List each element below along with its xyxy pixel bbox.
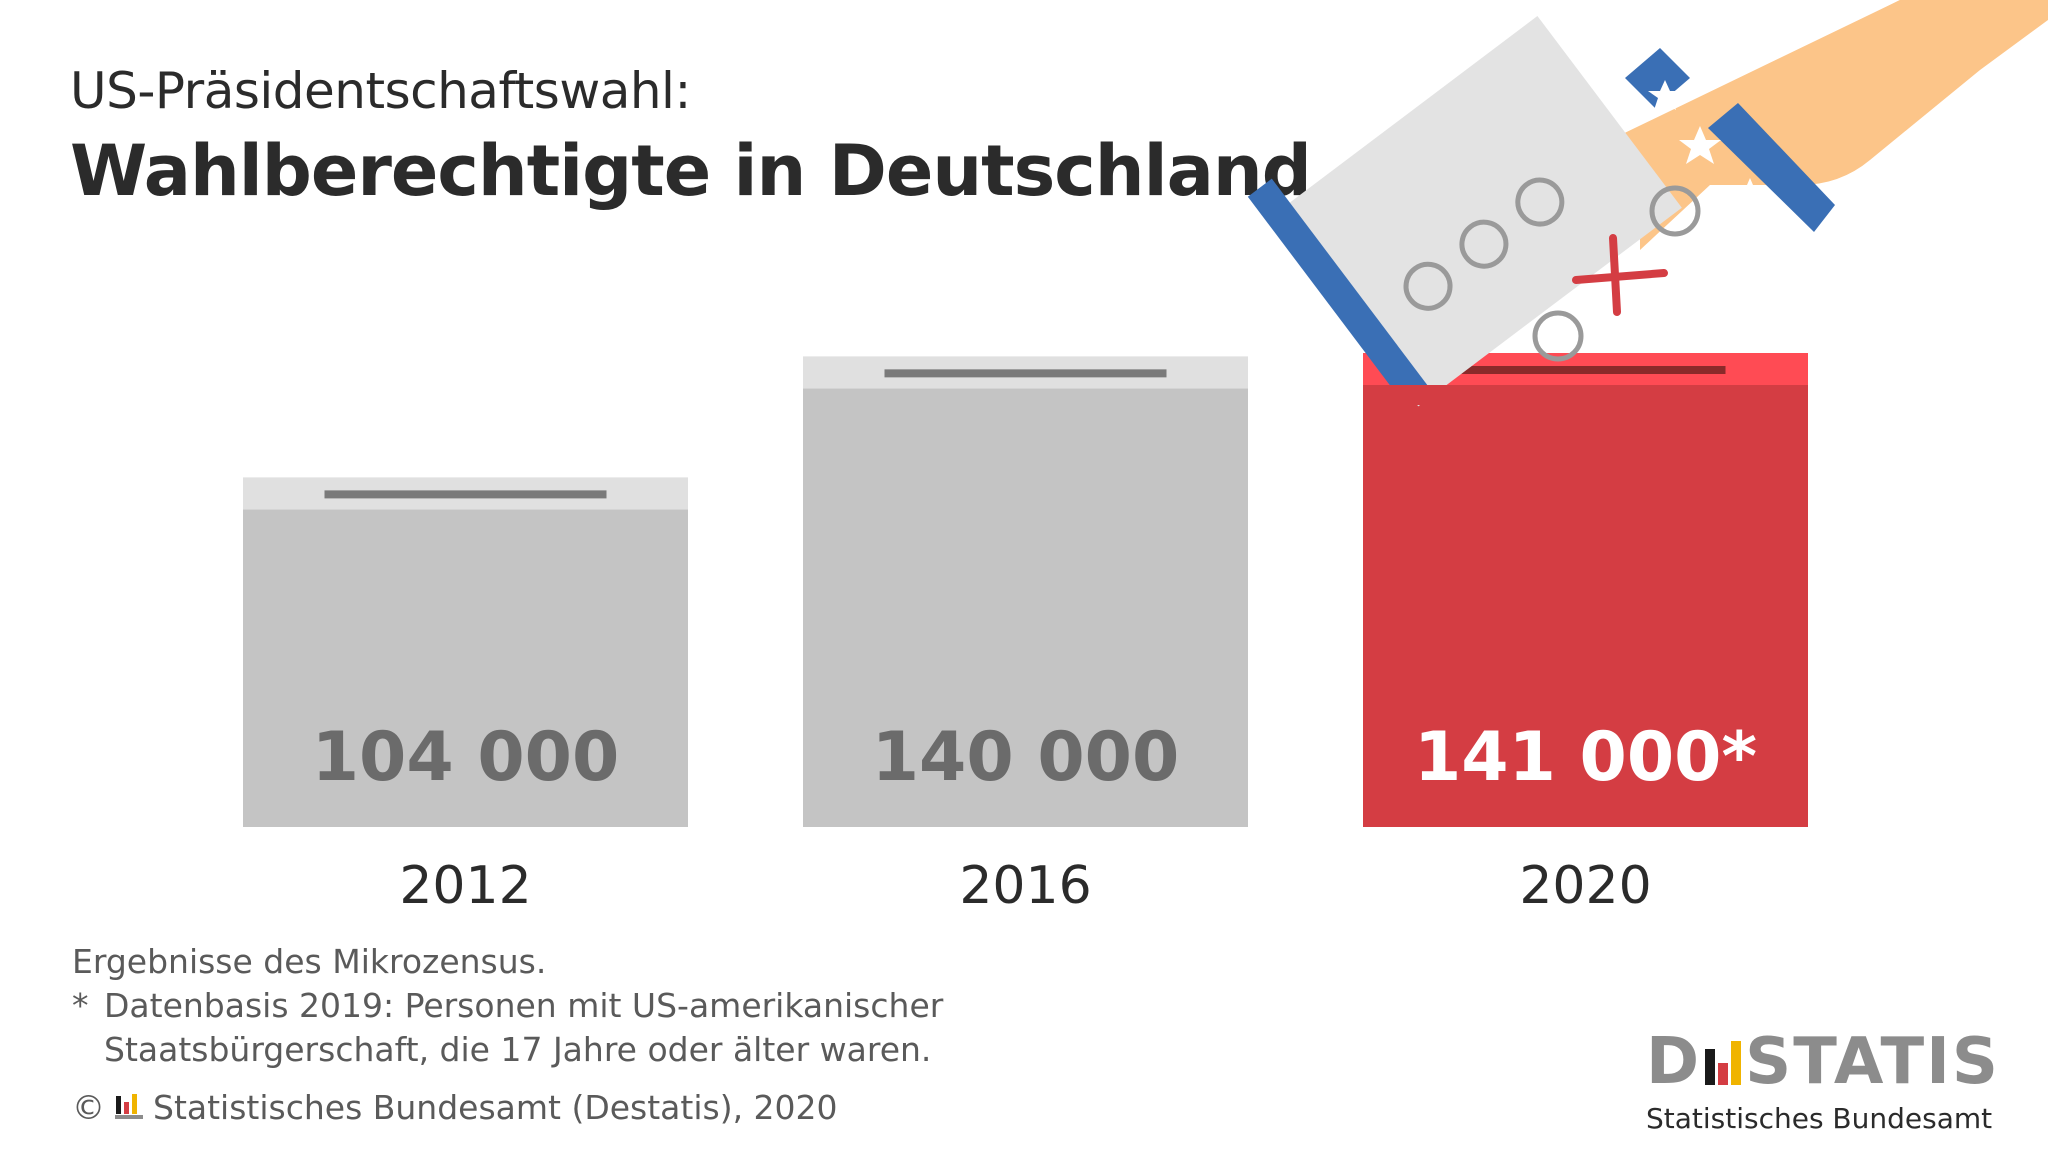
star-band-right (1708, 103, 1835, 232)
source-note: Ergebnisse des Mikrozensus. (72, 942, 547, 981)
bar-2016 (803, 356, 1248, 827)
value-labels-group: 104 000 140 000 141 000* (312, 718, 1757, 797)
category-labels-group: 2012 2016 2020 (399, 856, 1651, 916)
ballot-paper-icon (1247, 16, 1682, 407)
category-label: 2020 (1519, 856, 1651, 916)
ballot-slot (1445, 366, 1726, 374)
logo-letter-d: D (1645, 1025, 1702, 1099)
footnote: * Datenbasis 2019: Personen mit US-amerik… (72, 984, 943, 1028)
destatis-flag-icon (1705, 1039, 1742, 1085)
logo-subtitle: Statistisches Bundesamt (1645, 1102, 1993, 1135)
bar-body (243, 509, 688, 827)
chart-subtitle: US-Präsidentschaftswahl: (70, 62, 691, 120)
bar-2012 (243, 477, 688, 827)
copyright-symbol: © (72, 1088, 105, 1127)
copyright: © Statistisches Bundesamt (Destatis), 20… (72, 1088, 838, 1127)
footnote-star: * (72, 986, 89, 1025)
value-label: 140 000 (872, 718, 1180, 797)
ballot-circle (1532, 310, 1584, 362)
category-label: 2016 (959, 856, 1091, 916)
ballot-circle (1649, 185, 1701, 237)
star-band-top (1625, 48, 1690, 108)
logo-word-rest: STATIS (1745, 1025, 2000, 1099)
bar-body (1363, 385, 1808, 827)
cross-mark-icon (1572, 234, 1668, 316)
ballot-slot (884, 369, 1167, 378)
value-label: 141 000* (1414, 718, 1757, 797)
footnotes: Ergebnisse des Mikrozensus. * Datenbasis … (72, 940, 943, 1072)
destatis-wordmark: D STATIS (1646, 1030, 2000, 1094)
bars-group (243, 353, 1808, 827)
chart-title: Wahlberechtigte in Deutschland (70, 130, 1312, 212)
ballot-illustration (1247, 0, 2048, 407)
category-label: 2012 (399, 856, 531, 916)
ballot-slot (324, 490, 607, 499)
footnote-line-1: Datenbasis 2019: Personen mit US-amerika… (104, 986, 944, 1025)
star-icon (1648, 80, 1821, 266)
destatis-mini-logo-icon (115, 1088, 143, 1127)
bar-body (803, 388, 1248, 827)
destatis-logo: D STATIS Statistisches Bundesamt (1646, 1030, 2000, 1135)
footnote-line-2: Staatsbürgerschaft, die 17 Jahre oder äl… (104, 1030, 932, 1069)
value-label: 104 000 (312, 718, 620, 797)
box-front-cover (1363, 385, 1808, 405)
copyright-text: Statistisches Bundesamt (Destatis), 2020 (153, 1088, 838, 1127)
